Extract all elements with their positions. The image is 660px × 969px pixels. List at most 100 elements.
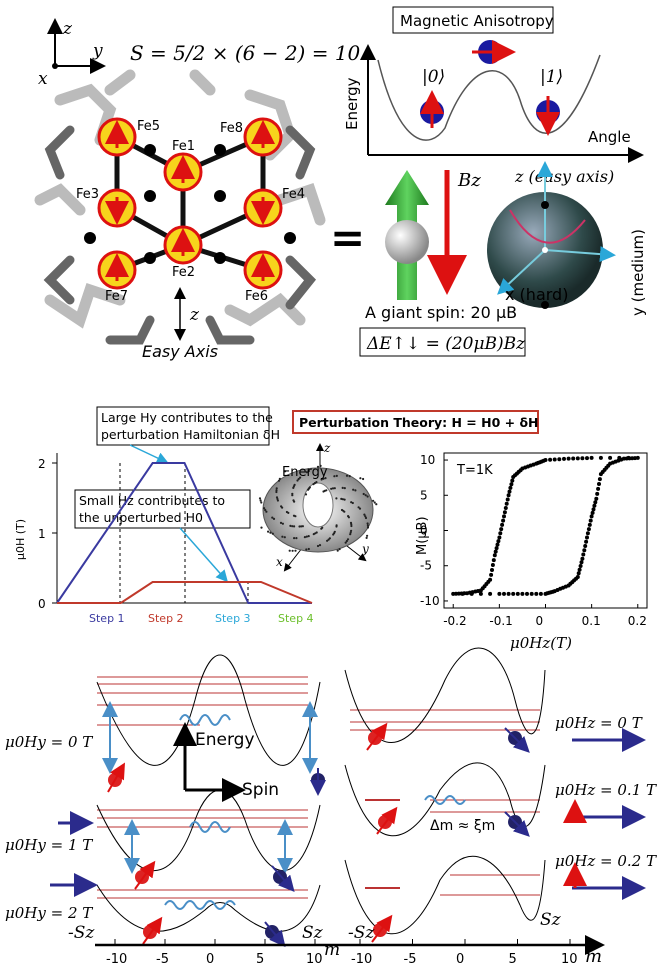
surface-dot [350,529,353,532]
surface-dot [284,470,287,473]
hyst-point-2 [591,507,596,512]
surface-dot [375,503,378,506]
surface-dot [289,524,292,528]
hy-1-label: μ0Hy = 1 T [5,836,93,854]
fe-atoms [97,117,283,290]
surface-dot [260,501,263,504]
surface-dot [293,537,296,540]
state-1-label: |1⟩ [540,67,563,87]
surface-dot [366,534,369,537]
hz-1-label: μ0Hz = 0.1 T [555,781,657,799]
hyst-point-1 [465,591,470,596]
callout-large-hy [96,406,270,446]
hyst-point-1 [552,457,557,462]
hyst-point-2 [538,591,543,596]
hyst-point-1 [562,456,566,461]
hyst-point-2 [585,531,590,536]
hyst-point-2 [478,591,483,596]
field-series-line-1 [56,462,312,604]
surface-x-label: x [276,555,283,569]
hyst-point-1 [507,489,512,494]
surface-dot [318,544,322,547]
callout-small-line1: Small Hz contributes to [79,493,225,508]
giant-spin-label: A giant spin: 20 μB [365,303,517,322]
surface-dot [316,465,320,468]
hyst-xtick-label: 0.1 [582,614,601,628]
hyst-point-2 [585,535,589,540]
surface-dot [331,487,335,490]
hy-0-label: μ0Hy = 0 T [5,733,93,751]
surface-dot [364,516,368,520]
surface-dot [343,510,346,513]
surface-dot [335,474,338,477]
easy-axis-label: Easy Axis [142,342,218,361]
hyst-point-1 [500,522,505,527]
hyst-point-2 [597,477,602,482]
surface-dot [362,477,365,481]
surface-dot [341,486,344,489]
surface-dot [341,498,344,501]
hyst-point-2 [583,544,588,548]
right-m-label: m [585,946,602,967]
hyst-ytick-label: 10 [420,453,435,467]
surface-dot [293,525,296,528]
m-tick-label: 5 [509,952,517,967]
axis-x-label: x [38,69,48,89]
left-minus-sz: -Sz [68,923,95,943]
hyst-point-2 [515,591,520,596]
fe2-label: Fe2 [172,265,195,280]
surface-dot [343,487,346,490]
surface-dot [304,493,308,496]
hyst-point-1 [509,482,514,487]
hyst-point-2 [589,514,594,519]
hyst-point-1 [510,478,515,483]
surface-dot [300,525,303,528]
x-hard-label: x (hard) [505,285,568,304]
surface-dot [312,533,315,536]
hyst-point-1 [489,572,494,577]
surface-dot [357,506,360,509]
hyst-point-2 [502,591,506,596]
fe1-atom [163,152,203,192]
surface-dot [288,549,291,552]
hyst-point-1 [580,456,585,461]
surface-dot [291,525,294,528]
hyst-point-2 [584,539,589,544]
surface-dot [320,527,323,530]
surface-dot [305,535,308,538]
surface-dot [280,505,283,508]
m-tick-label: -10 [106,952,127,967]
callout-large-line1: Large Hy contributes to the [101,410,273,425]
surface-dot [303,536,306,539]
hyst-point-1 [497,535,502,540]
surface-dot [283,536,286,539]
hyst-point-1 [491,558,496,563]
surface-dot [322,477,325,480]
hyst-point-2 [579,560,584,565]
tunnel-splitting-label: Δm ≈ ξm [430,818,495,834]
m-tick-label: -5 [404,952,417,967]
m-tick-label: -10 [351,952,372,967]
hyst-ytick-label: -5 [420,559,432,573]
surface-dot [366,495,369,498]
surface-dot [307,535,310,538]
step-3-label: Step 3 [215,612,251,625]
surface-dot [325,489,328,492]
m-tick-label: -5 [156,952,169,967]
hy-wells: Energy Spin μ0Hy = 0 T μ0Hy = 1 T μ0Hy =… [5,654,326,948]
hysteresis-ticks: -0.2 -0.1 0 0.1 0.2 10 5 0 -5 -10 [420,453,647,628]
surface-dot [344,541,347,544]
hysteresis-chart: -0.2 -0.1 0 0.1 0.2 10 5 0 -5 -10 T=1K μ0Hz(T) M(… [415,452,648,652]
hyst-point-1 [505,497,510,502]
hyst-xtick-label: 0.2 [628,614,647,628]
surface-dot [320,478,323,481]
hyst-point-2 [575,575,580,579]
surface-dot [296,479,299,482]
surface-dot [264,508,267,512]
angle-axis-label: Angle [588,128,631,146]
hyst-point-1 [494,546,499,551]
surface-dot [358,507,362,510]
hyst-point-2 [525,591,529,596]
step-2-label: Step 2 [148,612,184,625]
surface-dot [271,516,274,519]
